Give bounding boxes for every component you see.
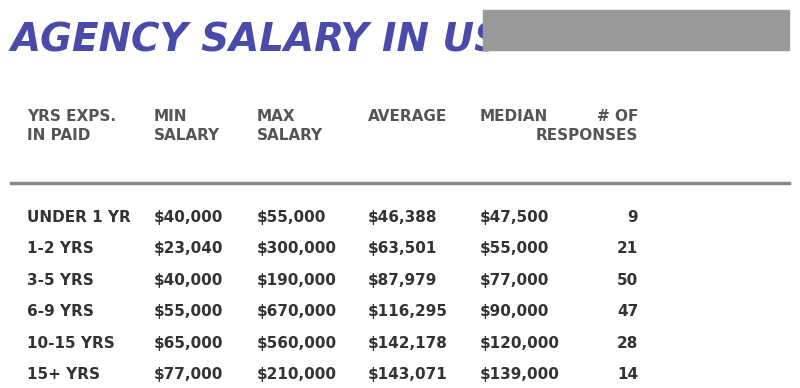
Text: YRS EXPS.
IN PAID: YRS EXPS. IN PAID bbox=[26, 109, 116, 143]
Text: 10-15 YRS: 10-15 YRS bbox=[26, 336, 114, 350]
Text: MIN
SALARY: MIN SALARY bbox=[154, 109, 220, 143]
Bar bbox=[483, 10, 790, 50]
Text: $116,295: $116,295 bbox=[368, 304, 448, 319]
Text: $210,000: $210,000 bbox=[257, 367, 337, 382]
Text: MAX
SALARY: MAX SALARY bbox=[257, 109, 323, 143]
Text: AVERAGE: AVERAGE bbox=[368, 109, 447, 124]
Text: $139,000: $139,000 bbox=[479, 367, 559, 382]
Text: $670,000: $670,000 bbox=[257, 304, 337, 319]
Text: # OF
RESPONSES: # OF RESPONSES bbox=[536, 109, 638, 143]
Text: $120,000: $120,000 bbox=[479, 336, 559, 350]
Text: UNDER 1 YR: UNDER 1 YR bbox=[26, 210, 130, 225]
Text: $65,000: $65,000 bbox=[154, 336, 223, 350]
Text: $77,000: $77,000 bbox=[154, 367, 223, 382]
Text: 3-5 YRS: 3-5 YRS bbox=[26, 272, 94, 288]
Text: $23,040: $23,040 bbox=[154, 241, 223, 256]
Text: $40,000: $40,000 bbox=[154, 210, 223, 225]
Text: $142,178: $142,178 bbox=[368, 336, 448, 350]
Text: AGENCY SALARY IN US: AGENCY SALARY IN US bbox=[10, 22, 503, 60]
Text: $190,000: $190,000 bbox=[257, 272, 337, 288]
Text: $143,071: $143,071 bbox=[368, 367, 448, 382]
Text: $560,000: $560,000 bbox=[257, 336, 337, 350]
Text: $77,000: $77,000 bbox=[479, 272, 549, 288]
Text: $55,000: $55,000 bbox=[257, 210, 326, 225]
Text: 1-2 YRS: 1-2 YRS bbox=[26, 241, 94, 256]
Text: 6-9 YRS: 6-9 YRS bbox=[26, 304, 94, 319]
Text: $90,000: $90,000 bbox=[479, 304, 549, 319]
Text: 14: 14 bbox=[618, 367, 638, 382]
Text: 21: 21 bbox=[617, 241, 638, 256]
Text: $40,000: $40,000 bbox=[154, 272, 223, 288]
Text: $63,501: $63,501 bbox=[368, 241, 438, 256]
Text: $55,000: $55,000 bbox=[154, 304, 223, 319]
Text: $47,500: $47,500 bbox=[479, 210, 549, 225]
Text: $46,388: $46,388 bbox=[368, 210, 438, 225]
Text: $300,000: $300,000 bbox=[257, 241, 337, 256]
Text: 47: 47 bbox=[617, 304, 638, 319]
Text: 50: 50 bbox=[617, 272, 638, 288]
Text: MEDIAN: MEDIAN bbox=[479, 109, 548, 124]
Text: $87,979: $87,979 bbox=[368, 272, 438, 288]
Text: 9: 9 bbox=[628, 210, 638, 225]
Text: 28: 28 bbox=[617, 336, 638, 350]
Text: 15+ YRS: 15+ YRS bbox=[26, 367, 100, 382]
Text: $55,000: $55,000 bbox=[479, 241, 549, 256]
